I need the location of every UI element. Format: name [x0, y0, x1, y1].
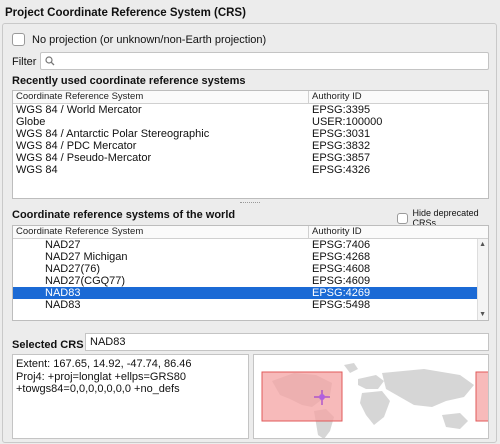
extent-text: Extent: 167.65, 14.92, -47.74, 86.46	[16, 358, 192, 370]
crosshair-center	[319, 394, 325, 400]
no-projection-label: No projection (or unknown/non-Earth proj…	[32, 33, 267, 46]
authority-id-cell: EPSG:4608	[312, 263, 371, 275]
world-crs-table[interactable]: Coordinate Reference System Authority ID…	[12, 225, 489, 321]
crs-name-cell: WGS 84 / PDC Mercator	[16, 140, 137, 152]
world-table-scrollbar[interactable]: ▲ ▼	[477, 239, 488, 320]
crs-name-cell: Globe	[16, 116, 46, 128]
scroll-up-icon[interactable]: ▲	[479, 241, 486, 248]
hide-deprecated-checkbox[interactable]	[397, 212, 408, 224]
table-row[interactable]: WGS 84 / Pseudo-Mercator EPSG:3857	[13, 152, 488, 164]
filter-field[interactable]	[40, 52, 489, 70]
authority-id-cell: EPSG:4268	[312, 251, 371, 263]
extent-map-preview	[253, 354, 489, 439]
filter-input[interactable]	[59, 55, 479, 67]
authority-id-cell: EPSG:3857	[312, 152, 371, 164]
recent-crs-table[interactable]: Coordinate Reference System Authority ID…	[12, 90, 489, 199]
crs-name-cell: NAD27(76)	[45, 263, 101, 275]
authority-id-cell: EPSG:4609	[312, 275, 371, 287]
table-row[interactable]: NAD27(CGQ77) EPSG:4609	[13, 275, 488, 287]
recent-heading: Recently used coordinate reference syste…	[12, 75, 246, 87]
proj4-text: Proj4: +proj=longlat +ellps=GRS80	[16, 370, 186, 383]
selected-crs-label: Selected CRS	[12, 339, 84, 351]
crs-name-cell: WGS 84	[16, 164, 58, 176]
extent-rect-east	[475, 371, 488, 422]
table-row[interactable]: WGS 84 EPSG:4326	[13, 164, 488, 176]
africa-shape	[360, 391, 390, 425]
europe-shape	[358, 375, 384, 389]
authority-id-cell: EPSG:3395	[312, 104, 371, 116]
dialog-title: Project Coordinate Reference System (CRS…	[5, 7, 246, 19]
table-row[interactable]: Globe USER:100000	[13, 116, 488, 128]
greenland-shape	[344, 363, 358, 373]
hide-deprecated-label: Hide deprecated CRSs	[412, 208, 479, 228]
hide-deprecated-row[interactable]: Hide deprecated CRSs	[397, 208, 500, 228]
authority-id-cell: EPSG:4326	[312, 164, 371, 176]
table-row[interactable]: NAD83 EPSG:4269	[13, 287, 488, 299]
column-header-authority[interactable]: Authority ID	[312, 91, 362, 102]
recent-table-header: Coordinate Reference System Authority ID	[13, 91, 488, 104]
search-icon	[45, 56, 55, 66]
scroll-down-icon[interactable]: ▼	[479, 311, 486, 318]
table-row[interactable]: NAD83 EPSG:5498	[13, 299, 488, 311]
authority-id-cell: EPSG:4269	[312, 287, 371, 299]
crs-name-cell: WGS 84 / World Mercator	[16, 104, 142, 116]
crs-name-cell: WGS 84 / Pseudo-Mercator	[16, 152, 152, 164]
world-table-header: Coordinate Reference System Authority ID	[13, 226, 488, 239]
asia-shape	[382, 369, 474, 407]
crs-name-cell: NAD27 Michigan	[45, 251, 128, 263]
selected-crs-field: NAD83	[85, 333, 489, 351]
crs-name-cell: NAD83	[45, 287, 81, 299]
filter-label: Filter	[12, 56, 37, 68]
authority-id-cell: USER:100000	[312, 116, 383, 128]
crs-name-cell: NAD27(CGQ77)	[45, 275, 126, 287]
column-header-authority[interactable]: Authority ID	[312, 226, 362, 237]
world-heading: Coordinate reference systems of the worl…	[12, 209, 236, 221]
authority-id-cell: EPSG:3832	[312, 140, 371, 152]
table-row[interactable]: NAD27 Michigan EPSG:4268	[13, 251, 488, 263]
no-projection-checkbox[interactable]	[12, 33, 25, 46]
table-row[interactable]: WGS 84 / PDC Mercator EPSG:3832	[13, 140, 488, 152]
authority-id-cell: EPSG:7406	[312, 239, 371, 251]
table-row[interactable]: NAD27(76) EPSG:4608	[13, 263, 488, 275]
splitter-handle[interactable]	[240, 202, 260, 204]
authority-id-cell: EPSG:3031	[312, 128, 371, 140]
column-header-crs[interactable]: Coordinate Reference System	[13, 226, 309, 238]
table-row[interactable]: NAD27 EPSG:7406	[13, 239, 488, 251]
australia-shape	[442, 413, 468, 429]
crs-name-cell: WGS 84 / Antarctic Polar Stereographic	[16, 128, 210, 140]
table-row[interactable]: WGS 84 / World Mercator EPSG:3395	[13, 104, 488, 116]
table-row[interactable]: WGS 84 / Antarctic Polar Stereographic EP…	[13, 128, 488, 140]
crs-name-cell: NAD27	[45, 239, 81, 251]
crs-name-cell: NAD83	[45, 299, 81, 311]
crs-details-panel: Extent: 167.65, 14.92, -47.74, 86.46 Pro…	[12, 354, 249, 439]
no-projection-checkbox-row[interactable]: No projection (or unknown/non-Earth proj…	[12, 33, 266, 46]
column-header-crs[interactable]: Coordinate Reference System	[13, 91, 309, 103]
world-map	[254, 355, 488, 438]
proj4-text-cont: +towgs84=0,0,0,0,0,0,0 +no_defs	[16, 383, 180, 395]
authority-id-cell: EPSG:5498	[312, 299, 371, 311]
